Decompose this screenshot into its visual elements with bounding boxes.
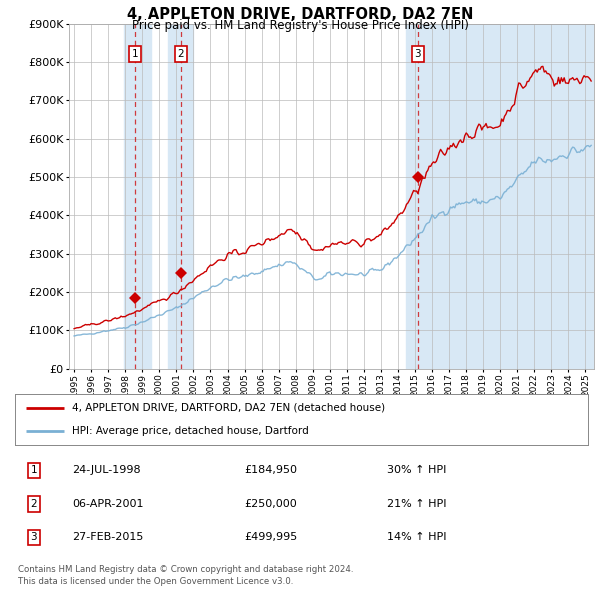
Text: Contains HM Land Registry data © Crown copyright and database right 2024.: Contains HM Land Registry data © Crown c… [18, 565, 353, 574]
Text: 21% ↑ HPI: 21% ↑ HPI [388, 499, 447, 509]
Text: 2: 2 [31, 499, 37, 509]
Bar [124, 24, 151, 369]
Text: 30% ↑ HPI: 30% ↑ HPI [388, 466, 447, 476]
Text: £184,950: £184,950 [244, 466, 297, 476]
Text: 4, APPLETON DRIVE, DARTFORD, DA2 7EN (detached house): 4, APPLETON DRIVE, DARTFORD, DA2 7EN (de… [73, 402, 385, 412]
Text: HPI: Average price, detached house, Dartford: HPI: Average price, detached house, Dart… [73, 427, 309, 437]
Text: 2: 2 [178, 50, 184, 59]
Text: 1: 1 [131, 50, 138, 59]
Text: 1: 1 [31, 466, 37, 476]
Text: 24-JUL-1998: 24-JUL-1998 [73, 466, 141, 476]
Text: 3: 3 [31, 532, 37, 542]
Bar [406, 24, 594, 369]
Bar [168, 24, 193, 369]
Text: 4, APPLETON DRIVE, DARTFORD, DA2 7EN: 4, APPLETON DRIVE, DARTFORD, DA2 7EN [127, 7, 473, 22]
Text: 3: 3 [415, 50, 421, 59]
Text: £499,995: £499,995 [244, 532, 298, 542]
Text: 27-FEB-2015: 27-FEB-2015 [73, 532, 143, 542]
Text: 06-APR-2001: 06-APR-2001 [73, 499, 144, 509]
Text: Price paid vs. HM Land Registry's House Price Index (HPI): Price paid vs. HM Land Registry's House … [131, 19, 469, 32]
Text: 14% ↑ HPI: 14% ↑ HPI [388, 532, 447, 542]
Text: This data is licensed under the Open Government Licence v3.0.: This data is licensed under the Open Gov… [18, 577, 293, 586]
Text: £250,000: £250,000 [244, 499, 297, 509]
